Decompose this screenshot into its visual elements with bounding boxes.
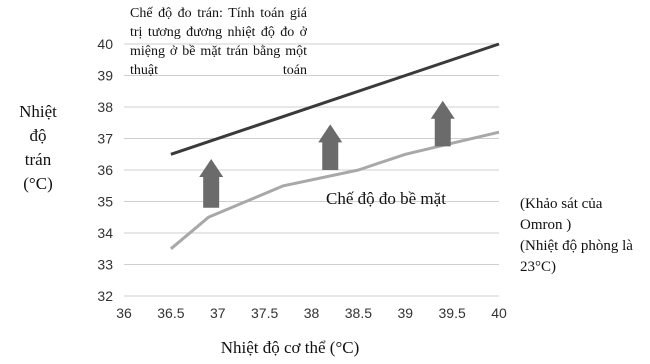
x-tick-label: 37.5 xyxy=(251,305,278,321)
x-tick-label: 39.5 xyxy=(439,305,466,321)
survey-note: (Khảo sát của Omron ) xyxy=(520,196,603,233)
up-arrow xyxy=(430,100,455,147)
x-tick-label: 40 xyxy=(491,305,507,321)
surface-mode-annotation: Chế độ đo bề mặt xyxy=(326,189,446,208)
forehead-mode-line xyxy=(170,42,500,156)
y-axis-label-line: độ xyxy=(29,126,47,145)
up-arrow xyxy=(318,124,343,170)
y-tick-label: 40 xyxy=(97,36,113,52)
y-axis-label-line: Nhiệt xyxy=(19,102,57,121)
y-axis-label-line: trán xyxy=(24,150,52,169)
up-arrow xyxy=(199,158,224,208)
x-tick-label: 39 xyxy=(397,305,413,321)
y-axis-label: Nhiệt độ trán (°C) xyxy=(8,100,68,196)
y-axis-label-line: (°C) xyxy=(23,174,53,193)
x-tick-label: 37 xyxy=(210,305,226,321)
y-tick-label: 38 xyxy=(97,99,113,115)
y-tick-label: 37 xyxy=(97,131,113,147)
y-tick-label: 34 xyxy=(97,225,113,241)
x-tick-label: 36 xyxy=(116,305,132,321)
y-tick-label: 35 xyxy=(97,194,113,210)
source-note: (Khảo sát của Omron ) (Nhiệt độ phòng là… xyxy=(520,194,646,278)
x-axis-label: Nhiệt độ cơ thể (°C) xyxy=(220,338,360,357)
y-tick-label: 39 xyxy=(97,68,113,84)
x-tick-label: 38.5 xyxy=(345,305,372,321)
y-tick-label: 36 xyxy=(97,162,113,178)
y-tick-label: 32 xyxy=(97,288,113,304)
room-temperature-note: (Nhiệt độ phòng là 23°C) xyxy=(520,238,633,275)
forehead-mode-annotation: Chế độ đo trán: Tính toán giá trị tương … xyxy=(130,6,307,78)
y-tick-label: 33 xyxy=(97,257,113,273)
x-tick-label: 38 xyxy=(304,305,320,321)
x-tick-label: 36.5 xyxy=(157,305,184,321)
